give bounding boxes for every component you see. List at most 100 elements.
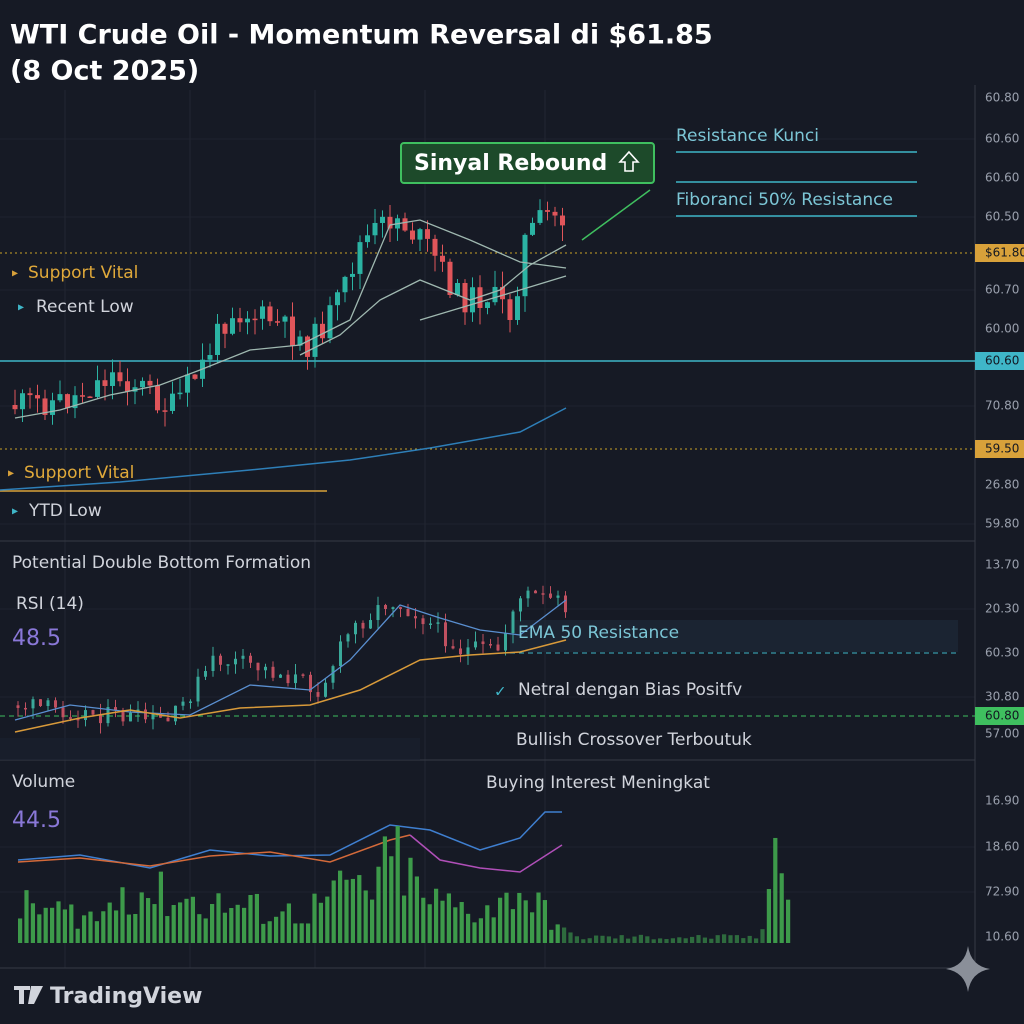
volume-bar — [254, 893, 259, 943]
candle-body — [369, 620, 372, 629]
axis-label: 60.80 — [985, 709, 1019, 723]
candle-body — [380, 216, 385, 223]
candle-body — [316, 692, 320, 697]
annotation: Resistance Kunci — [676, 126, 819, 146]
volume-bar — [638, 934, 643, 943]
candle-body — [552, 211, 558, 216]
axis-highlight — [975, 244, 1024, 262]
candle-body — [147, 380, 153, 386]
volume-bar — [658, 938, 663, 943]
volume-bar — [466, 913, 471, 943]
candle-body — [155, 385, 160, 411]
grid — [0, 90, 975, 968]
candle-body — [24, 707, 27, 710]
candle-body — [410, 230, 415, 240]
candle-body — [432, 238, 438, 256]
moving-average — [419, 275, 567, 321]
candle-body — [42, 398, 48, 415]
candle-body — [436, 622, 440, 624]
annotation: Buying Interest Meningkat — [486, 773, 710, 793]
volume-bar — [395, 826, 400, 943]
indicator-value: 48.5 — [12, 626, 61, 651]
candle-body — [549, 593, 552, 598]
volume-bar — [670, 938, 675, 943]
volume-bar — [766, 889, 771, 943]
candle-body — [290, 316, 295, 346]
volume-bar — [453, 907, 458, 943]
volume-bar — [491, 917, 496, 943]
volume-bar — [472, 922, 477, 943]
candle-body — [69, 717, 72, 719]
volume-bar — [613, 938, 618, 943]
candle-body — [95, 380, 100, 397]
candle-body — [282, 316, 288, 322]
brand: TradingView — [50, 984, 202, 1009]
candle-body — [387, 216, 393, 229]
candle-body — [230, 318, 235, 334]
volume-bar — [619, 935, 624, 943]
candle-body — [16, 705, 20, 708]
volume-bar — [677, 937, 682, 943]
candle-body — [80, 395, 85, 397]
candle-body — [305, 336, 310, 357]
volume-bar — [626, 938, 631, 943]
candle-body — [125, 381, 130, 392]
candle-body — [204, 671, 207, 677]
candle-body — [496, 644, 500, 651]
candle-body — [241, 655, 245, 659]
candle-body — [335, 292, 340, 306]
axis-label: 60.60 — [985, 171, 1019, 185]
candle-body — [110, 372, 115, 386]
candle-body — [402, 218, 408, 231]
volume-bar — [568, 932, 573, 943]
annotation: Support Vital — [28, 263, 138, 283]
candle-body — [72, 395, 78, 409]
candle-body — [65, 394, 70, 409]
volume-bar — [235, 904, 240, 943]
candle-body — [354, 622, 357, 635]
candle-body — [275, 321, 280, 323]
candle-body — [350, 273, 355, 277]
candle-body — [414, 616, 417, 619]
volume-bar — [536, 892, 541, 943]
candle-body — [222, 323, 228, 334]
volume-bar — [126, 914, 131, 943]
candle-body — [207, 354, 213, 360]
candle-body — [87, 396, 93, 399]
axis-label: 60.00 — [985, 322, 1019, 336]
volume-bar — [152, 904, 157, 943]
volume-bar — [338, 870, 343, 943]
candle-body — [76, 718, 80, 721]
candle-body — [534, 590, 537, 594]
candle-body — [196, 676, 200, 702]
axis-label: 60.30 — [985, 646, 1019, 660]
candle-body — [530, 222, 535, 235]
volume-bar — [30, 903, 35, 943]
candle-body — [522, 234, 528, 297]
volume-bar — [178, 902, 183, 943]
volume-bar — [62, 909, 67, 943]
candle-body — [477, 287, 483, 308]
axis-label: 10.60 — [985, 930, 1019, 944]
axis-label: 59.80 — [985, 517, 1019, 531]
candle-body — [331, 666, 335, 683]
volume-bar — [69, 904, 74, 943]
axis-label: 26.80 — [985, 478, 1019, 492]
volume-bar — [165, 916, 170, 943]
ema-zone — [510, 620, 958, 652]
volume-bar — [139, 892, 144, 943]
candle-body — [166, 717, 170, 722]
candle-body — [537, 210, 543, 223]
volume-bar — [293, 923, 298, 943]
volume-bar — [306, 923, 311, 943]
volume-bar — [190, 896, 195, 943]
axis-label: 70.80 — [985, 399, 1019, 413]
volume-bar — [587, 938, 592, 943]
volume-bar — [197, 914, 202, 943]
volume-ma — [17, 834, 411, 867]
candle-body — [297, 336, 303, 346]
volume-bar — [56, 901, 61, 943]
moving-average — [14, 219, 567, 419]
volume-bar — [741, 938, 746, 943]
